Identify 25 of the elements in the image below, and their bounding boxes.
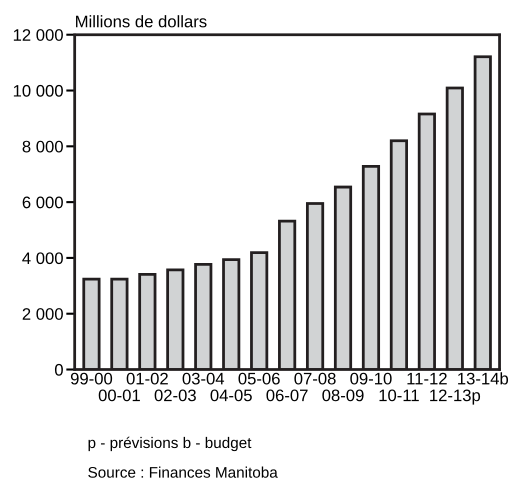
x-tick-label: 00-01 bbox=[98, 389, 140, 402]
y-tick-label: 12 000 bbox=[14, 29, 63, 41]
x-tick-label: 11-12 bbox=[407, 372, 447, 384]
x-tick-label: 01-02 bbox=[126, 372, 168, 385]
x-tick-label: 05-06 bbox=[238, 372, 280, 385]
x-tick-label: 07-08 bbox=[294, 372, 336, 385]
y-tick-label: 2 000 bbox=[22, 308, 63, 320]
y-tick-label: 10 000 bbox=[14, 84, 63, 97]
x-tick-label: 03-04 bbox=[182, 372, 224, 385]
x-tick-label: 10-11 bbox=[379, 389, 419, 402]
x-tick-label: 02-03 bbox=[154, 389, 196, 402]
text: p - prévisions b - budget bbox=[88, 436, 252, 452]
y-tick-label: 6 000 bbox=[22, 196, 63, 208]
x-tick-label: 99-00 bbox=[70, 372, 112, 385]
y-tick-label: 4 000 bbox=[22, 252, 63, 264]
x-tick-label: 08-09 bbox=[322, 389, 364, 402]
x-tick-label: 04-05 bbox=[210, 389, 252, 402]
y-tick-label: 0 bbox=[54, 364, 63, 376]
x-tick-label: 12-13p bbox=[430, 389, 480, 405]
source-note: Source : Finances Manitoba bbox=[88, 466, 278, 478]
y-axis-title: Millions de dollars bbox=[76, 15, 207, 28]
x-tick-label: 06-07 bbox=[266, 389, 308, 402]
x-tick-label: 09-10 bbox=[350, 372, 392, 385]
x-tick-label: 13-14b bbox=[458, 372, 508, 385]
y-tick-label: 8 000 bbox=[22, 140, 63, 153]
